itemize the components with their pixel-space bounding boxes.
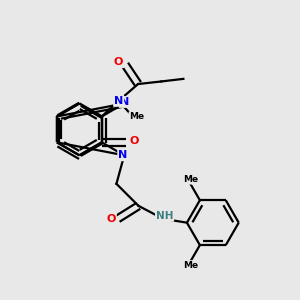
Text: NH: NH [156,211,173,221]
Text: O: O [114,57,123,67]
Text: N: N [120,97,129,107]
Text: Me: Me [183,261,199,270]
Text: Me: Me [183,175,199,184]
Text: O: O [129,136,138,146]
Text: O: O [106,214,116,224]
Text: Me: Me [129,112,144,121]
Text: N: N [118,150,128,160]
Text: N: N [114,96,123,106]
